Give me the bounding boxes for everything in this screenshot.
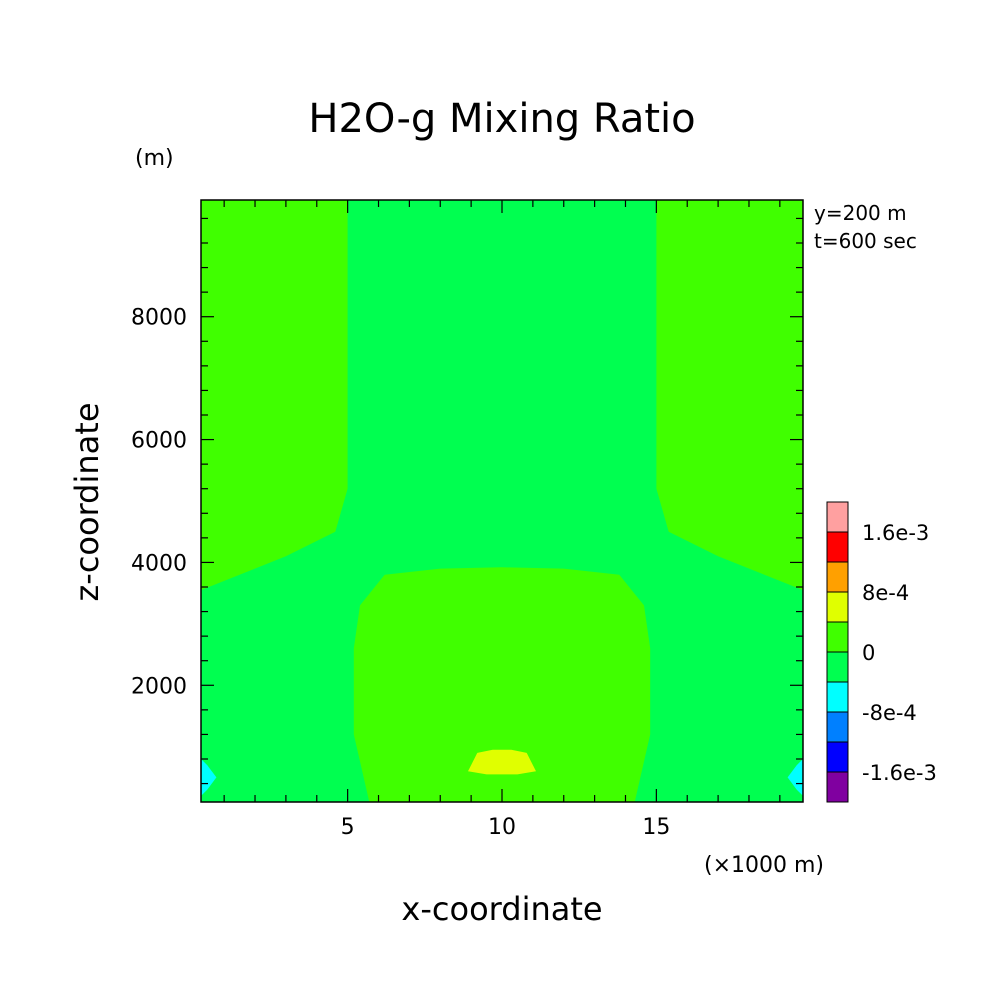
contour-region-center-maximum <box>468 749 536 775</box>
colorbar-cell <box>826 561 849 593</box>
colorbar-label: 8e-4 <box>862 581 909 605</box>
y-axis-title: z-coordinate <box>68 402 106 601</box>
y-tick-label: 8000 <box>131 306 187 331</box>
y-axis: 2000 4000 6000 8000 <box>131 217 803 785</box>
colorbar-cell <box>826 711 849 743</box>
colorbar-legend: 1.6e-3 8e-4 0 -8e-4 -1.6e-3 <box>826 501 937 803</box>
contour-region-right-edge-minimum <box>787 759 803 796</box>
x-tick-label: 15 <box>642 815 670 840</box>
colorbar-cell <box>826 741 849 773</box>
y-unit-label: (m) <box>135 146 174 171</box>
x-tick-label: 5 <box>341 815 355 840</box>
annotation-y-position: y=200 m <box>814 201 907 225</box>
y-tick-label: 6000 <box>131 429 187 454</box>
colorbar-cell <box>826 531 849 563</box>
contour-region-upper-left-positive <box>201 200 348 591</box>
x-tick-label: 10 <box>488 815 516 840</box>
colorbar-cell <box>826 771 849 803</box>
plot-area <box>200 199 804 803</box>
y-tick-label: 2000 <box>131 674 187 699</box>
colorbar-cell <box>826 621 849 653</box>
y-tick-label: 4000 <box>131 551 187 576</box>
colorbar-cell <box>826 681 849 713</box>
contour-region-upper-right-positive <box>656 200 803 591</box>
contour-region-left-edge-minimum <box>201 759 217 796</box>
colorbar-label: 0 <box>862 641 875 665</box>
colorbar-cell <box>826 501 849 533</box>
x-axis-title: x-coordinate <box>401 890 602 928</box>
colorbar-cell <box>826 651 849 683</box>
x-unit-label: (×1000 m) <box>704 853 824 878</box>
annotation-time: t=600 sec <box>814 229 917 253</box>
colorbar-label: -8e-4 <box>862 701 917 725</box>
x-axis: 5 10 15 <box>223 200 781 840</box>
colorbar-label: -1.6e-3 <box>862 761 937 785</box>
colorbar-cell <box>826 591 849 623</box>
chart-title: H2O-g Mixing Ratio <box>308 96 695 142</box>
colorbar-label: 1.6e-3 <box>862 521 929 545</box>
contour-region-lower-center-positive <box>353 567 651 802</box>
